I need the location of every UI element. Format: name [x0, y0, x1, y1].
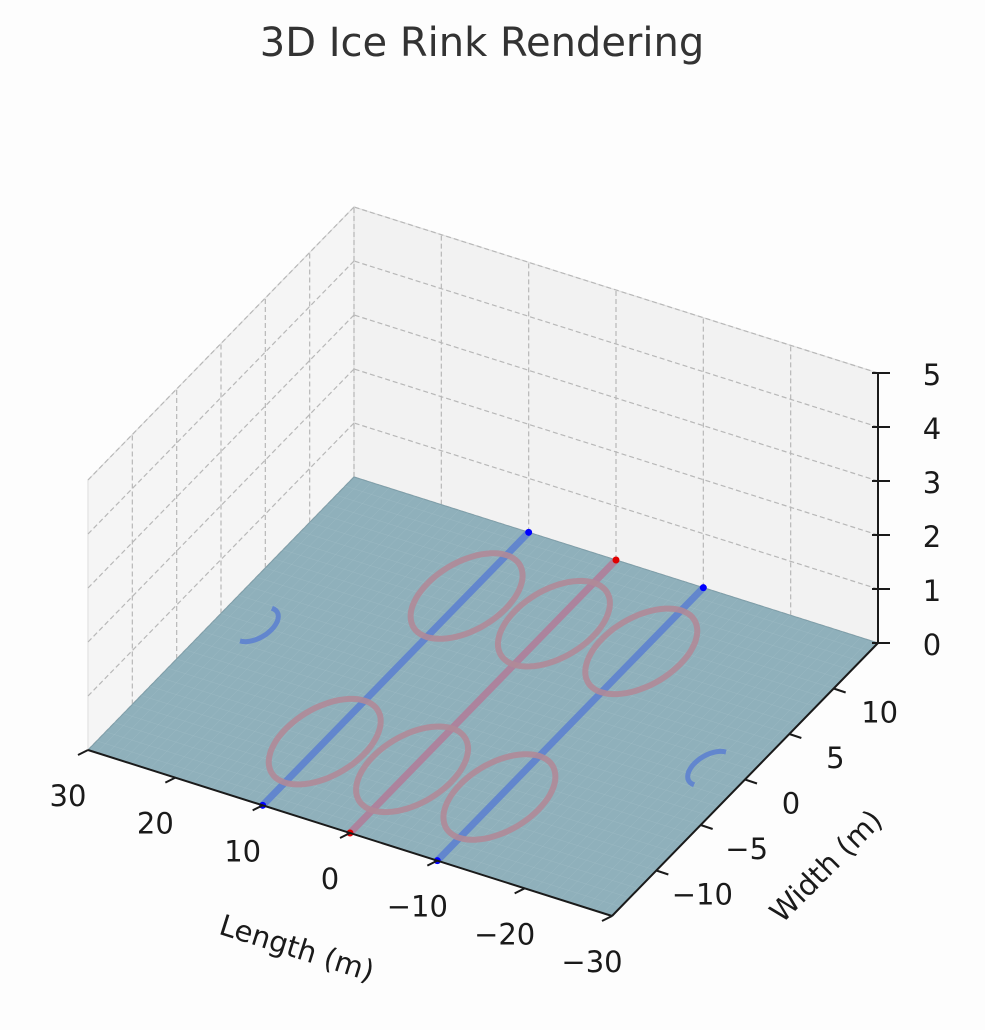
faceoff-circle: [407, 550, 526, 642]
ice-rink-surface: [87, 476, 879, 917]
y-tick: [700, 824, 713, 830]
z-tick-label: 2: [923, 520, 941, 554]
grid-line: [353, 422, 879, 590]
x-tick: [164, 776, 176, 784]
x-tick-label: 20: [137, 807, 174, 841]
y-tick-label: 10: [861, 696, 898, 730]
goal-crease-arc: [685, 748, 727, 788]
red-center-line: [347, 557, 619, 836]
y-tick-label: 0: [782, 787, 800, 821]
z-tick-label: 1: [923, 574, 941, 608]
x-axis-label: Length (m): [216, 908, 379, 989]
y-tick: [656, 869, 669, 876]
x-tick: [252, 804, 264, 812]
y-axis-label: Width (m): [763, 803, 889, 929]
grid-line: [353, 314, 879, 482]
faceoff-circle: [494, 577, 613, 670]
x-tick-label: 0: [321, 862, 339, 896]
blue-line: [434, 585, 706, 864]
x-tick-label: −30: [561, 945, 622, 979]
faceoff-circle: [265, 695, 384, 788]
x-tick: [339, 832, 351, 839]
faceoff-circle: [353, 723, 472, 816]
y-tick-label: −10: [672, 878, 733, 912]
y-tick-label: 5: [826, 741, 844, 775]
blue-line: [260, 529, 532, 808]
grid-line: [353, 206, 879, 374]
grid-line: [353, 368, 879, 536]
x-tick: [77, 749, 89, 756]
blue-line-end-marker: [699, 584, 707, 592]
y-tick-label: −5: [725, 832, 768, 866]
faceoff-circle: [440, 751, 559, 843]
axes: [77, 372, 890, 922]
x-tick: [426, 859, 438, 867]
z-tick-label: 4: [923, 412, 941, 446]
x-tick-label: −10: [387, 890, 448, 924]
x-tick-label: 30: [50, 779, 87, 813]
red-line-end-marker: [612, 556, 620, 564]
z-tick-label: 0: [923, 628, 941, 662]
z-tick-label: 5: [923, 358, 941, 392]
chart-title: 3D Ice Rink Rendering: [260, 20, 704, 66]
goal-crease-arc: [239, 605, 281, 645]
x-tick: [601, 915, 613, 922]
faceoff-circle: [582, 605, 701, 698]
y-tick: [789, 733, 802, 739]
x-tick-label: −20: [474, 917, 535, 951]
y-tick: [833, 687, 846, 694]
y-tick: [744, 778, 758, 785]
z-tick-label: 3: [923, 466, 941, 500]
blue-line-end-marker: [525, 528, 533, 536]
x-tick-label: 10: [224, 834, 261, 868]
x-tick: [514, 887, 526, 895]
grid-line: [353, 260, 879, 428]
